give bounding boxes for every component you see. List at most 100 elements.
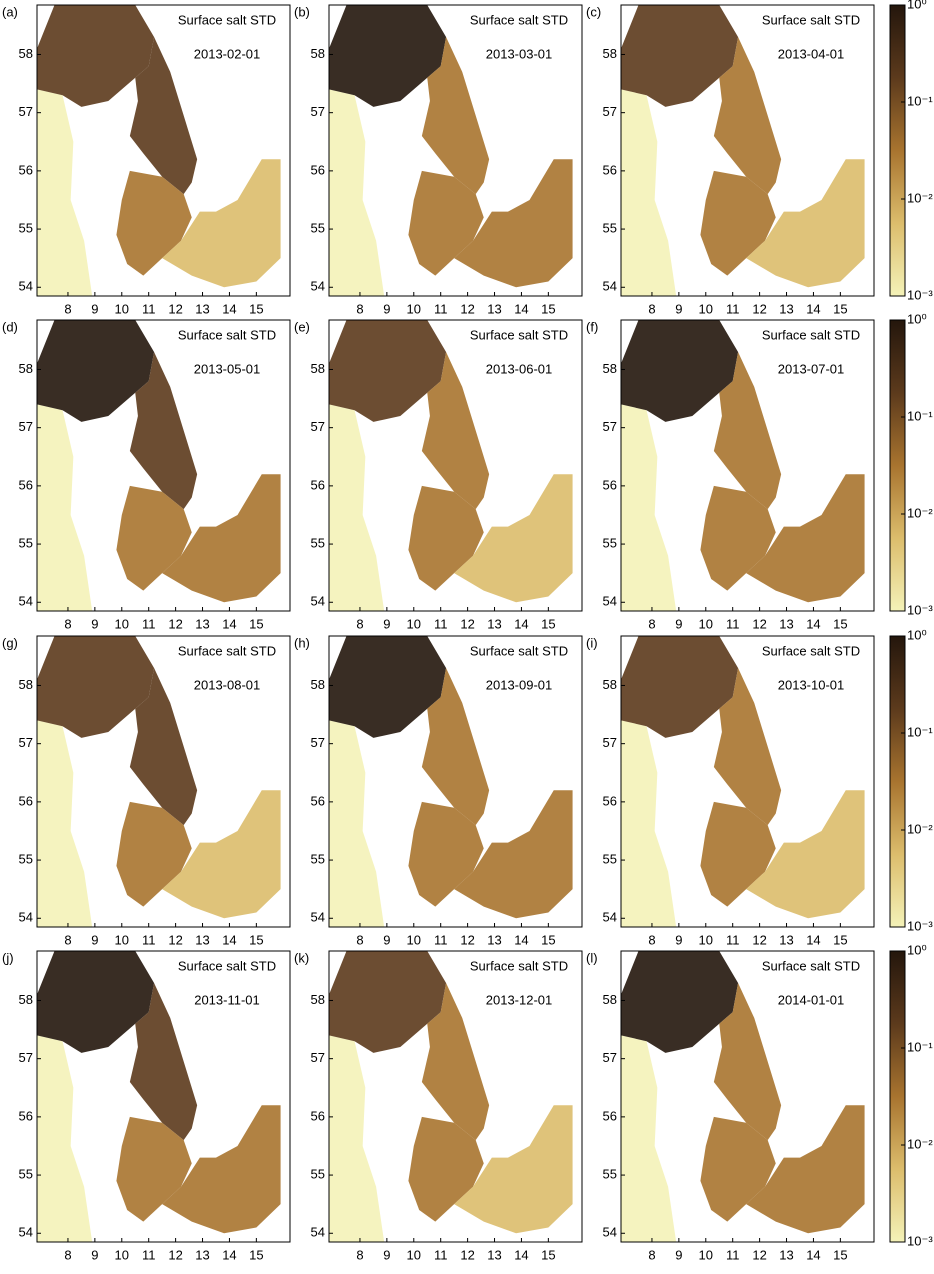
map-field bbox=[621, 5, 865, 296]
colorbar: 10⁰ 10⁻¹ 10⁻² 10⁻³ bbox=[889, 0, 933, 302]
x-tick-label: 10 bbox=[699, 1247, 713, 1262]
sea-region bbox=[713, 668, 782, 826]
sea-region bbox=[454, 790, 573, 919]
sea-region bbox=[37, 5, 155, 107]
panel-title: Surface salt STD bbox=[470, 327, 568, 342]
sea-region bbox=[329, 5, 447, 107]
axes-frame bbox=[620, 319, 875, 612]
x-tick-label: 14 bbox=[222, 1247, 236, 1262]
x-tick-label: 12 bbox=[168, 1247, 182, 1262]
y-tick-label: 55 bbox=[311, 852, 325, 867]
y-tick-label: 55 bbox=[603, 536, 617, 551]
y-tick-label: 56 bbox=[311, 477, 325, 492]
axes-frame bbox=[36, 319, 291, 612]
panel-title: Surface salt STD bbox=[470, 12, 568, 27]
sea-region bbox=[421, 668, 490, 826]
sea-region bbox=[713, 37, 782, 195]
x-tick-label: 10 bbox=[115, 1247, 129, 1262]
x-tick-label: 11 bbox=[142, 301, 156, 316]
x-tick-label: 9 bbox=[675, 1247, 682, 1262]
x-tick-label: 14 bbox=[222, 616, 236, 631]
x-tick-label: 13 bbox=[487, 616, 501, 631]
panel-label: (e) bbox=[294, 319, 310, 334]
x-tick-label: 15 bbox=[833, 616, 847, 631]
y-tick-label: 55 bbox=[311, 1167, 325, 1182]
sea-region bbox=[37, 636, 155, 738]
axes-frame bbox=[36, 635, 291, 928]
sea-region bbox=[408, 485, 484, 591]
colorbar: 10⁰ 10⁻¹ 10⁻² 10⁻³ bbox=[889, 311, 933, 617]
sea-region bbox=[129, 668, 198, 826]
x-tick-label: 11 bbox=[726, 1247, 740, 1262]
x-tick-label: 12 bbox=[752, 616, 766, 631]
y-tick-label: 54 bbox=[311, 594, 325, 609]
sea-region bbox=[700, 1116, 776, 1222]
map-field bbox=[329, 951, 573, 1242]
x-tick-label: 15 bbox=[833, 301, 847, 316]
x-tick-label: 8 bbox=[648, 1247, 655, 1262]
x-tick-label: 15 bbox=[249, 932, 263, 947]
y-tick-label: 56 bbox=[19, 162, 33, 177]
x-tick-label: 11 bbox=[142, 932, 156, 947]
sea-region bbox=[329, 1035, 385, 1242]
y-tick-label: 54 bbox=[19, 279, 33, 294]
x-tick-label: 11 bbox=[726, 932, 740, 947]
y-tick-label: 57 bbox=[603, 104, 617, 119]
sea-region bbox=[621, 636, 739, 738]
sea-region bbox=[621, 89, 677, 296]
sea-region bbox=[37, 1035, 93, 1242]
x-tick-label: 12 bbox=[168, 301, 182, 316]
panel-date: 2013-12-01 bbox=[486, 992, 553, 1007]
y-tick-label: 57 bbox=[603, 1050, 617, 1065]
x-tick-label: 8 bbox=[648, 616, 655, 631]
x-tick-label: 12 bbox=[168, 932, 182, 947]
y-tick-label: 58 bbox=[311, 992, 325, 1007]
panel-label: (b) bbox=[294, 4, 310, 19]
panel-label: (h) bbox=[294, 635, 310, 650]
axes-frame bbox=[328, 950, 583, 1243]
map-field bbox=[37, 320, 281, 611]
y-tick-label: 57 bbox=[311, 104, 325, 119]
panel-title: Surface salt STD bbox=[178, 327, 276, 342]
y-tick-label: 55 bbox=[603, 221, 617, 236]
x-tick-label: 8 bbox=[648, 301, 655, 316]
x-tick-label: 10 bbox=[699, 932, 713, 947]
x-tick-label: 11 bbox=[142, 616, 156, 631]
x-tick-label: 13 bbox=[195, 1247, 209, 1262]
axes-frame bbox=[36, 950, 291, 1243]
panel-date: 2013-08-01 bbox=[194, 677, 261, 692]
x-tick-label: 13 bbox=[779, 1247, 793, 1262]
colorbar-tick-label: 10⁰ bbox=[907, 942, 927, 957]
y-tick-label: 55 bbox=[19, 1167, 33, 1182]
panel-title: Surface salt STD bbox=[178, 643, 276, 658]
y-tick-label: 57 bbox=[19, 735, 33, 750]
panel-date: 2013-05-01 bbox=[194, 361, 261, 376]
sea-region bbox=[621, 720, 677, 927]
x-tick-label: 15 bbox=[541, 301, 555, 316]
colorbar-tick-label: 10⁻³ bbox=[907, 287, 933, 302]
sea-region bbox=[37, 320, 155, 422]
x-tick-label: 14 bbox=[806, 616, 820, 631]
sea-region bbox=[700, 485, 776, 591]
axes-frame bbox=[328, 4, 583, 297]
x-tick-label: 13 bbox=[195, 301, 209, 316]
sea-region bbox=[329, 720, 385, 927]
panel-date: 2013-04-01 bbox=[778, 46, 845, 61]
map-panel: 8 9 10 11 12 13 14 15 54 55 56 57 58 (g) Surface salt … bbox=[2, 635, 291, 947]
sea-region bbox=[454, 159, 573, 288]
sea-region bbox=[621, 404, 677, 611]
sea-region bbox=[746, 159, 865, 288]
sea-region bbox=[421, 352, 490, 510]
y-tick-label: 55 bbox=[311, 221, 325, 236]
x-tick-label: 9 bbox=[91, 301, 98, 316]
x-tick-label: 14 bbox=[514, 932, 528, 947]
x-tick-label: 15 bbox=[541, 616, 555, 631]
x-tick-label: 11 bbox=[434, 932, 448, 947]
panel-label: (a) bbox=[2, 4, 18, 19]
x-tick-label: 13 bbox=[195, 616, 209, 631]
panel-title: Surface salt STD bbox=[470, 643, 568, 658]
x-tick-label: 15 bbox=[249, 616, 263, 631]
y-tick-label: 57 bbox=[19, 419, 33, 434]
map-panel: 8 9 10 11 12 13 14 15 54 55 56 57 58 (c) Surface salt … bbox=[586, 4, 875, 316]
